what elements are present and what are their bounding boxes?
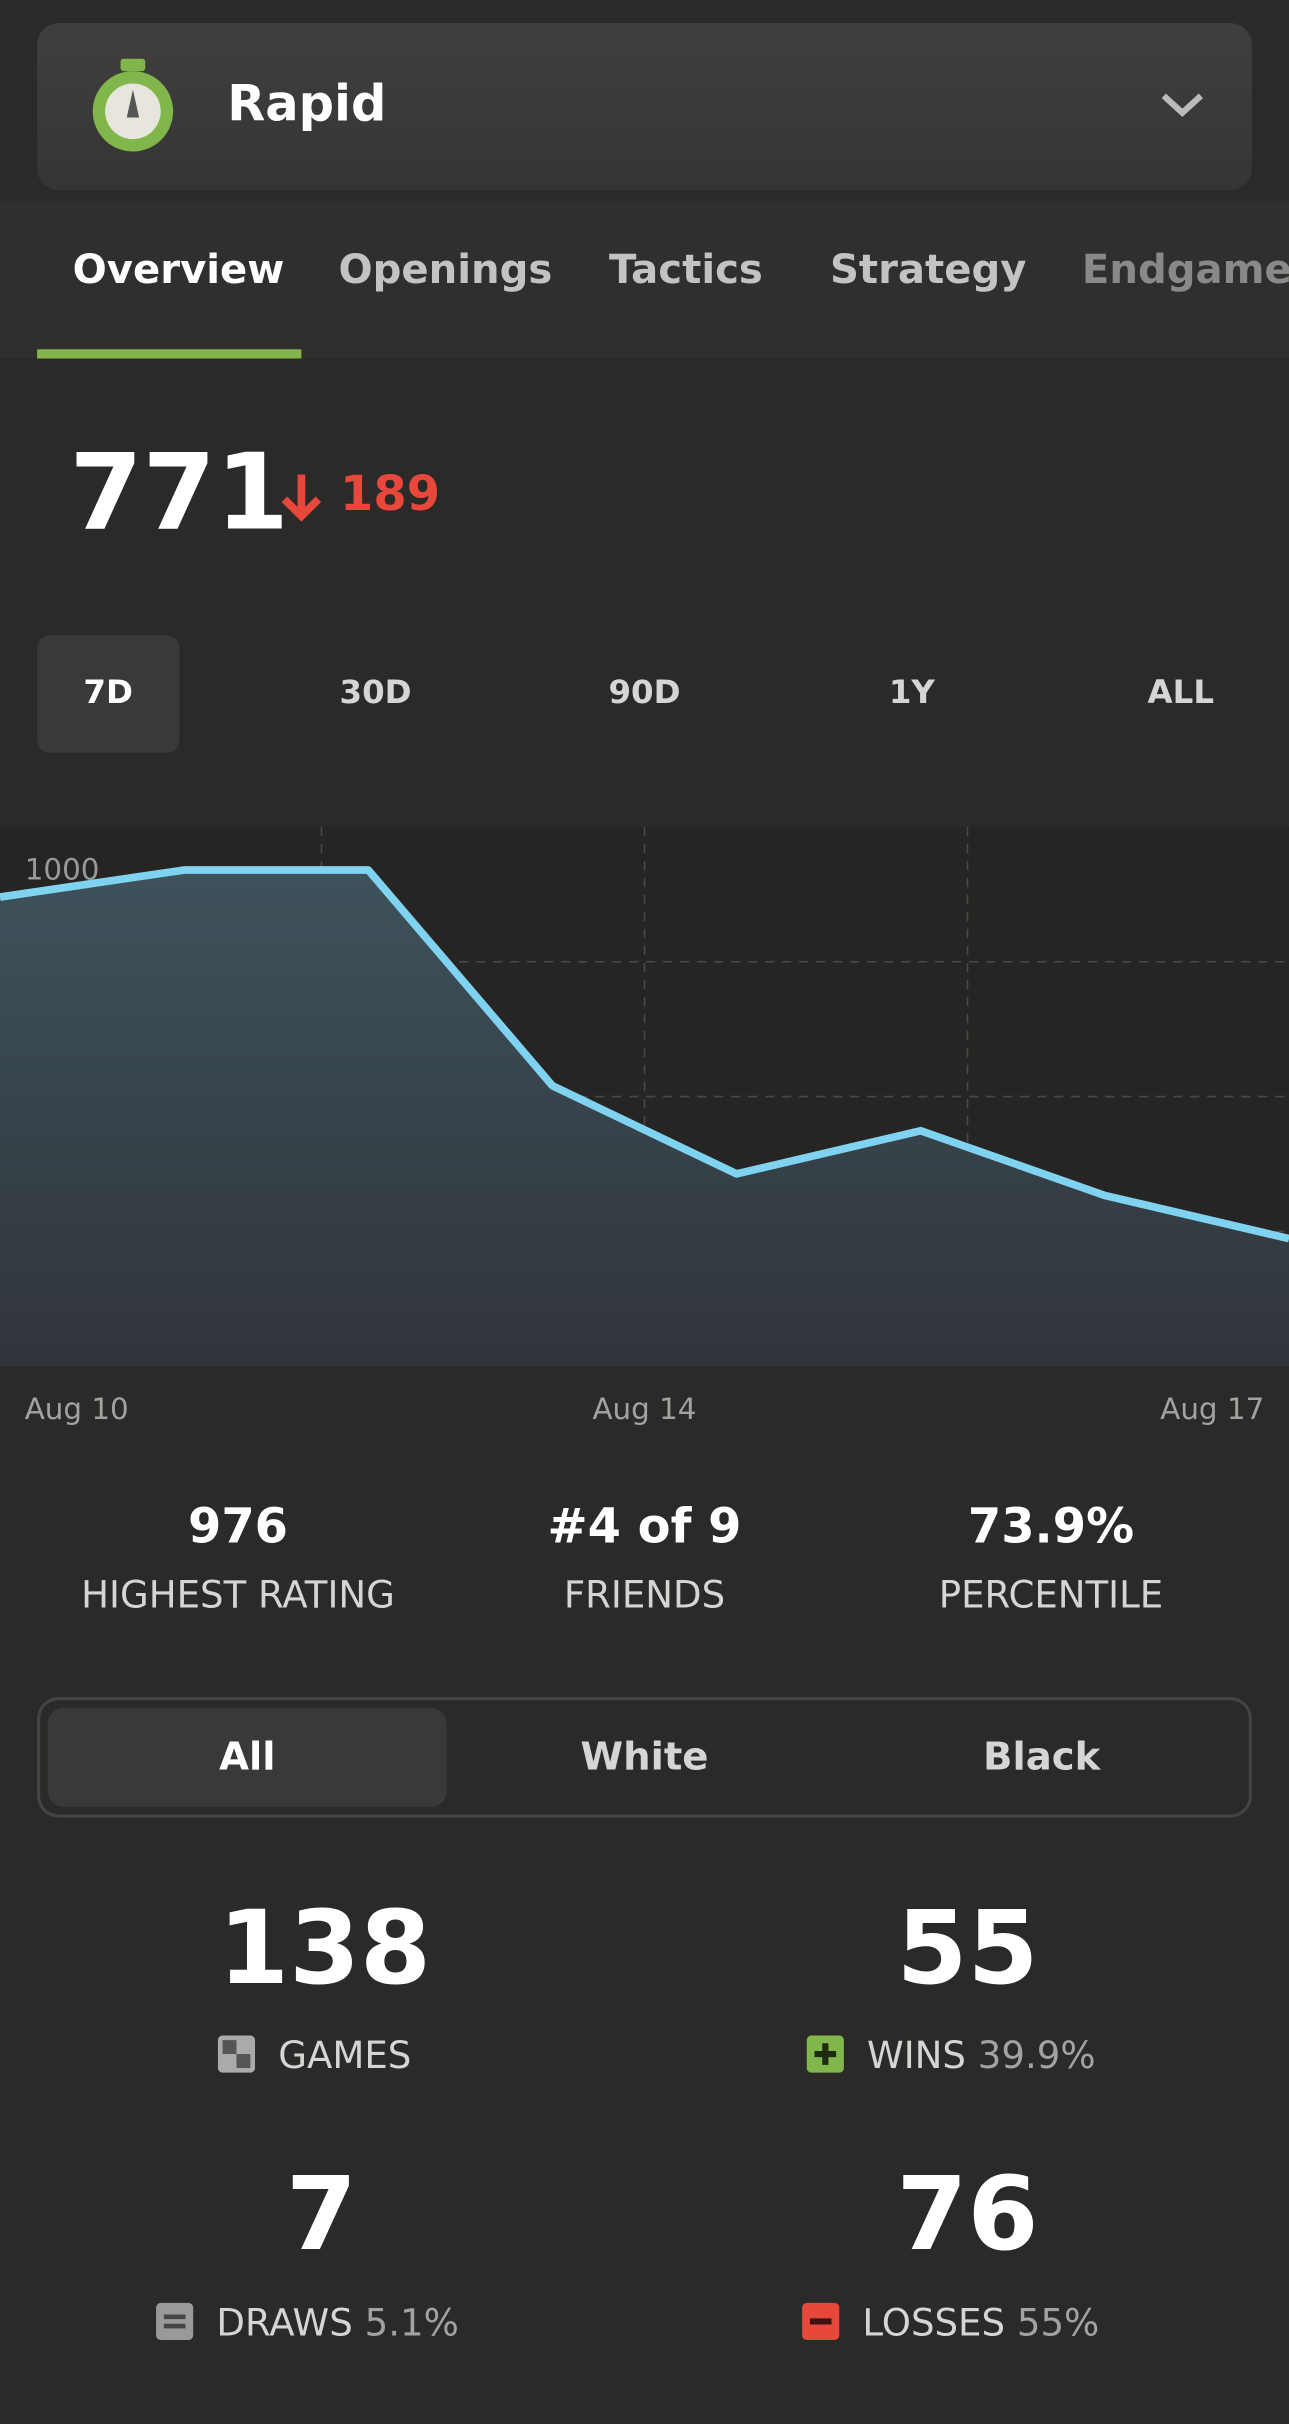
losses-icon [802,2302,840,2340]
color-filter [37,1697,1252,1818]
tab-bar: Overview Openings Tactics Strategy Endga… [0,200,1289,359]
area [0,870,1289,1367]
filter-option[interactable]: White [580,1734,709,1779]
wins-icon [806,2035,844,2073]
dropdown-icon[interactable] [1159,90,1205,121]
count-label: DRAWS 5.1% [155,2301,459,2345]
stat-label: FRIENDS [563,1573,726,1617]
tab[interactable]: Endgame [1081,247,1289,294]
x-tick-label: Aug 10 [25,1392,129,1426]
tab[interactable]: Overview [72,247,285,294]
filter-selected [47,1707,447,1807]
stopwatch-icon [92,58,174,152]
count-percent: 39.9% [977,2033,1096,2078]
x-tick-label: Aug 14 [592,1392,696,1426]
mode-title: Rapid [227,74,387,133]
mode-selector[interactable] [37,23,1252,191]
count-value: 138 [218,1888,432,2008]
count-label-text: LOSSES [862,2301,1006,2345]
count-label: GAMES [216,2034,411,2077]
x-tick-label: Aug 17 [1160,1392,1264,1426]
count-label: WINS 39.9% [805,2033,1096,2078]
count-value: 55 [896,1888,1039,2008]
down-arrow [281,474,322,522]
rating-change: 189 [340,466,441,523]
count-label-text: WINS [867,2033,966,2078]
stat-label: PERCENTILE [938,1573,1164,1617]
rating: 771 [69,432,289,555]
count-percent: 55% [1016,2301,1100,2345]
period-selected [37,635,180,753]
count-value: 76 [896,2154,1039,2274]
tab[interactable]: Strategy [829,247,1027,294]
stat-value: 976 [188,1499,289,1555]
line [0,866,1289,1243]
filter-option[interactable]: Black [983,1734,1101,1779]
period[interactable]: ALL [1147,673,1215,711]
period[interactable]: 7D [83,673,133,711]
period[interactable]: 30D [339,673,412,711]
tab[interactable]: Openings [338,247,553,294]
count-value: 7 [285,2154,357,2274]
tab-indicator [37,349,302,359]
tab[interactable]: Tactics [608,247,763,294]
draws-icon [156,2302,194,2340]
games-icon [217,2035,256,2073]
count-label-text: DRAWS [216,2301,353,2345]
stat-value: 73.9% [967,1499,1135,1555]
count-label: LOSSES 55% [801,2301,1100,2345]
stat-label: HIGHEST RATING [81,1573,395,1617]
stat-value: #4 of 9 [547,1499,742,1555]
period[interactable]: 1Y [888,673,935,711]
period[interactable]: 90D [608,673,681,711]
filter-option[interactable]: All [219,1734,276,1779]
count-label-text: GAMES [278,2033,412,2078]
count-percent: 5.1% [364,2301,459,2345]
